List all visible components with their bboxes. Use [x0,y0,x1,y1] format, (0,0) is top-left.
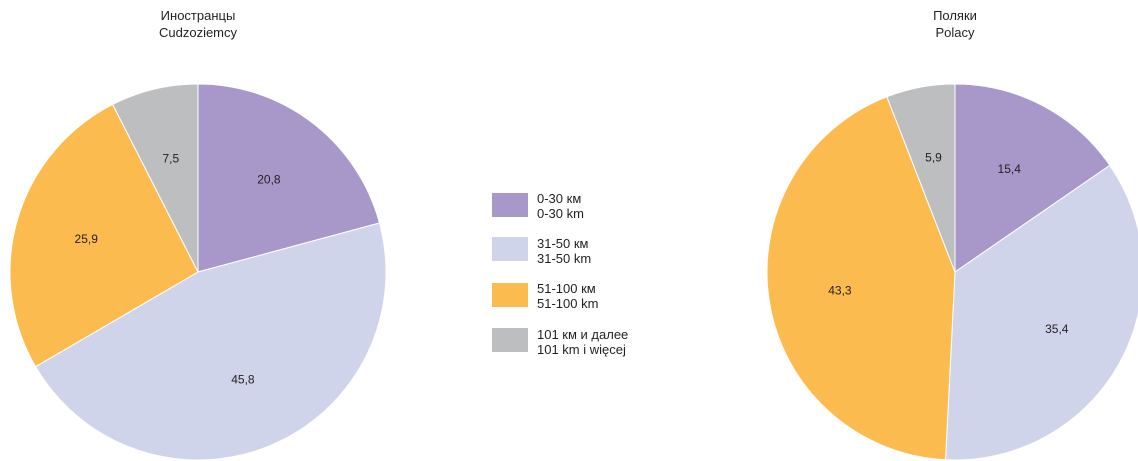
chart-subtitle: Cudzoziemcy [159,25,238,40]
legend-swatch [492,237,528,261]
legend-label-ru: 101 км и далее [537,327,628,342]
pie-slice [766,96,956,461]
pie-chart-poles: Поляки Polacy 15,4 35,4 43,3 5,9 [766,8,1138,461]
legend-label-ru: 51-100 км [537,281,596,296]
legend-item: 51-100 км 51-100 km [492,281,598,311]
chart-title: Поляки [933,8,977,23]
legend-label-pl: 0-30 km [537,206,584,221]
legend-label-pl: 101 km i więcej [537,342,626,357]
pie-slice [886,83,956,273]
pie-slice [34,222,387,461]
chart-title: Иностранцы [161,8,236,23]
pie-slices [766,83,1138,461]
slice-value-label: 15,4 [998,162,1022,176]
pie-slice [111,83,199,273]
pie-slice [954,83,1111,273]
legend-swatch [492,193,528,217]
legend-swatch [492,328,528,352]
legend-item: 0-30 км 0-30 km [492,191,584,221]
slice-value-label: 35,4 [1045,322,1069,336]
slice-value-label: 7,5 [162,152,179,166]
legend-label-ru: 31-50 км [537,236,589,251]
slice-value-label: 43,3 [828,284,852,298]
legend-item: 101 км и далее 101 km i więcej [492,327,628,357]
legend-item: 31-50 км 31-50 km [492,236,591,266]
slice-value-label: 20,8 [257,173,281,187]
legend-label-pl: 31-50 km [537,251,591,266]
pie-slices [9,83,387,461]
slice-value-label: 45,8 [231,373,255,387]
legend-label-ru: 0-30 км [537,191,581,206]
pie-chart-foreigners: Иностранцы Cudzoziemcy 20,8 45,8 25,9 7,5 [9,8,387,461]
chart-subtitle: Polacy [935,25,975,40]
slice-value-label: 5,9 [925,150,942,164]
legend-swatch [492,283,528,307]
pie-slice [945,164,1138,461]
slice-value-label: 25,9 [75,232,99,246]
slice-labels: 20,8 45,8 25,9 7,5 [75,152,281,387]
slice-labels: 15,4 35,4 43,3 5,9 [828,150,1069,335]
pie-slice [9,103,199,368]
legend: 0-30 км 0-30 km 31-50 км 31-50 km 51-100… [492,191,628,357]
legend-label-pl: 51-100 km [537,296,598,311]
pie-slice [197,83,381,273]
